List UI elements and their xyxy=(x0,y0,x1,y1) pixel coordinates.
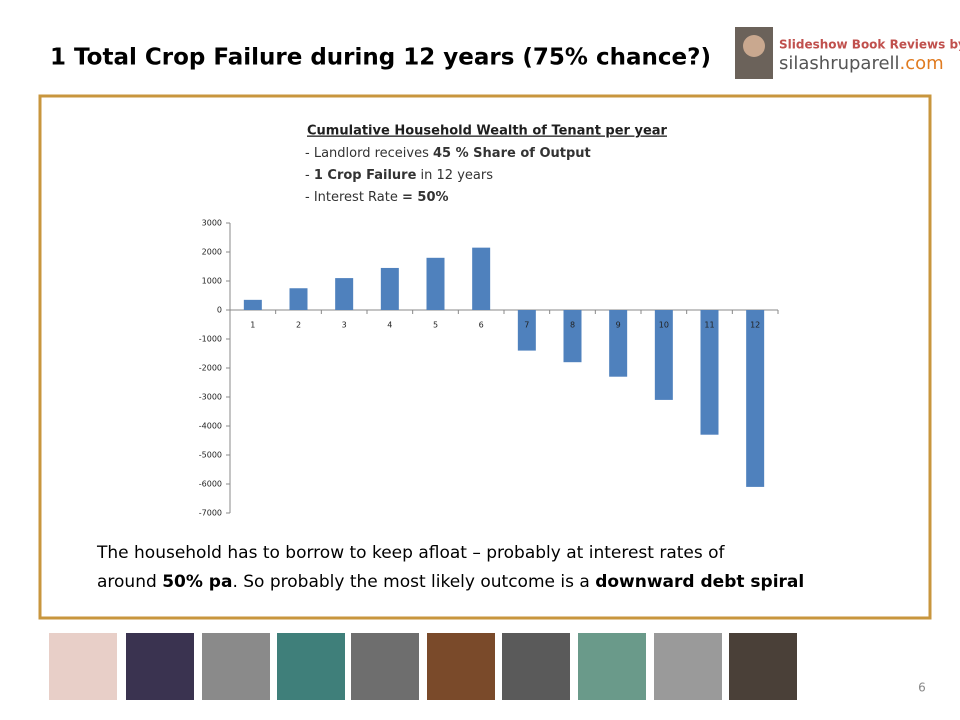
x-tick-label: 2 xyxy=(296,321,301,330)
y-tick-label: -1000 xyxy=(199,335,222,344)
x-tick-label: 10 xyxy=(659,321,669,330)
bar xyxy=(335,278,354,310)
bar xyxy=(426,257,445,310)
thumbnail xyxy=(277,633,345,700)
chart-title: Cumulative Household Wealth of Tenant pe… xyxy=(307,124,668,139)
subtitle-part: 45 % Share of Output xyxy=(433,146,591,161)
x-tick-label: 3 xyxy=(342,321,347,330)
thumbnail xyxy=(202,633,270,700)
subtitle-part: 1 Crop Failure xyxy=(314,168,417,183)
logo-line: Slideshow Book Reviews by xyxy=(779,38,960,52)
x-tick-label: 7 xyxy=(524,321,529,330)
y-tick-label: -6000 xyxy=(199,480,222,489)
bar xyxy=(609,310,628,377)
bar xyxy=(472,247,491,310)
logo-site-name: silashruparell xyxy=(779,53,900,74)
bar xyxy=(517,310,536,351)
bar xyxy=(746,310,765,487)
subtitle-part: = 50% xyxy=(402,190,449,205)
caption-line: around 50% pa. So probably the most like… xyxy=(97,572,804,592)
bar xyxy=(563,310,582,363)
bar xyxy=(700,310,719,435)
thumbnail xyxy=(654,633,722,700)
subtitle-part: in 12 years xyxy=(416,168,493,183)
y-tick-label: 2000 xyxy=(202,248,222,257)
y-tick-label: 3000 xyxy=(202,219,222,228)
y-tick-label: -5000 xyxy=(199,451,222,460)
x-tick-label: 12 xyxy=(750,321,760,330)
bar xyxy=(380,267,399,310)
logo-site-domain: .com xyxy=(900,53,944,74)
bar xyxy=(243,299,262,310)
x-tick-label: 6 xyxy=(479,321,484,330)
thumbnail xyxy=(578,633,646,700)
thumbnail xyxy=(351,633,419,700)
subtitle-part: - Landlord receives xyxy=(305,146,433,161)
thumbnails xyxy=(49,633,797,700)
thumbnail xyxy=(502,633,570,700)
x-tick-label: 9 xyxy=(616,321,621,330)
chart-subtitle: - Landlord receives 45 % Share of Output xyxy=(305,146,591,161)
caption-part: 50% pa xyxy=(162,572,232,592)
logo-site: silashruparell.com xyxy=(779,53,944,74)
logo-face xyxy=(743,35,765,57)
x-tick-label: 5 xyxy=(433,321,438,330)
x-tick-label: 4 xyxy=(387,321,392,330)
page-number: 6 xyxy=(918,681,926,695)
slide-title: 1 Total Crop Failure during 12 years (75… xyxy=(50,45,711,71)
y-tick-label: 0 xyxy=(217,306,222,315)
subtitle-part: - Interest Rate xyxy=(305,190,402,205)
bar xyxy=(654,310,673,400)
content-frame xyxy=(38,94,932,620)
y-tick-label: -2000 xyxy=(199,364,222,373)
thumbnail xyxy=(49,633,117,700)
chart-subtitle: - Interest Rate = 50% xyxy=(305,190,449,205)
chart: -7000 -6000 -5000 -4000 -3000 -2000 -1000 0 1000… xyxy=(199,219,779,518)
thumbnail xyxy=(126,633,194,700)
x-tick-label: 8 xyxy=(570,321,575,330)
y-tick-label: -4000 xyxy=(199,422,222,431)
caption-line: The household has to borrow to keep aflo… xyxy=(96,543,726,563)
caption-part: . So probably the most likely outcome is… xyxy=(232,572,595,592)
x-tick-label: 11 xyxy=(704,321,714,330)
y-tick-label: 1000 xyxy=(202,277,222,286)
thumbnail xyxy=(729,633,797,700)
y-tick-label: -7000 xyxy=(199,509,222,518)
thumbnail xyxy=(427,633,495,700)
subtitle-part: - xyxy=(305,168,314,183)
y-tick-label: -3000 xyxy=(199,393,222,402)
x-tick-label: 1 xyxy=(250,321,255,330)
caption-part: around xyxy=(97,572,162,592)
chart-subtitle: - 1 Crop Failure in 12 years xyxy=(305,168,493,183)
caption-part: downward debt spiral xyxy=(595,572,804,592)
bar xyxy=(289,288,308,310)
